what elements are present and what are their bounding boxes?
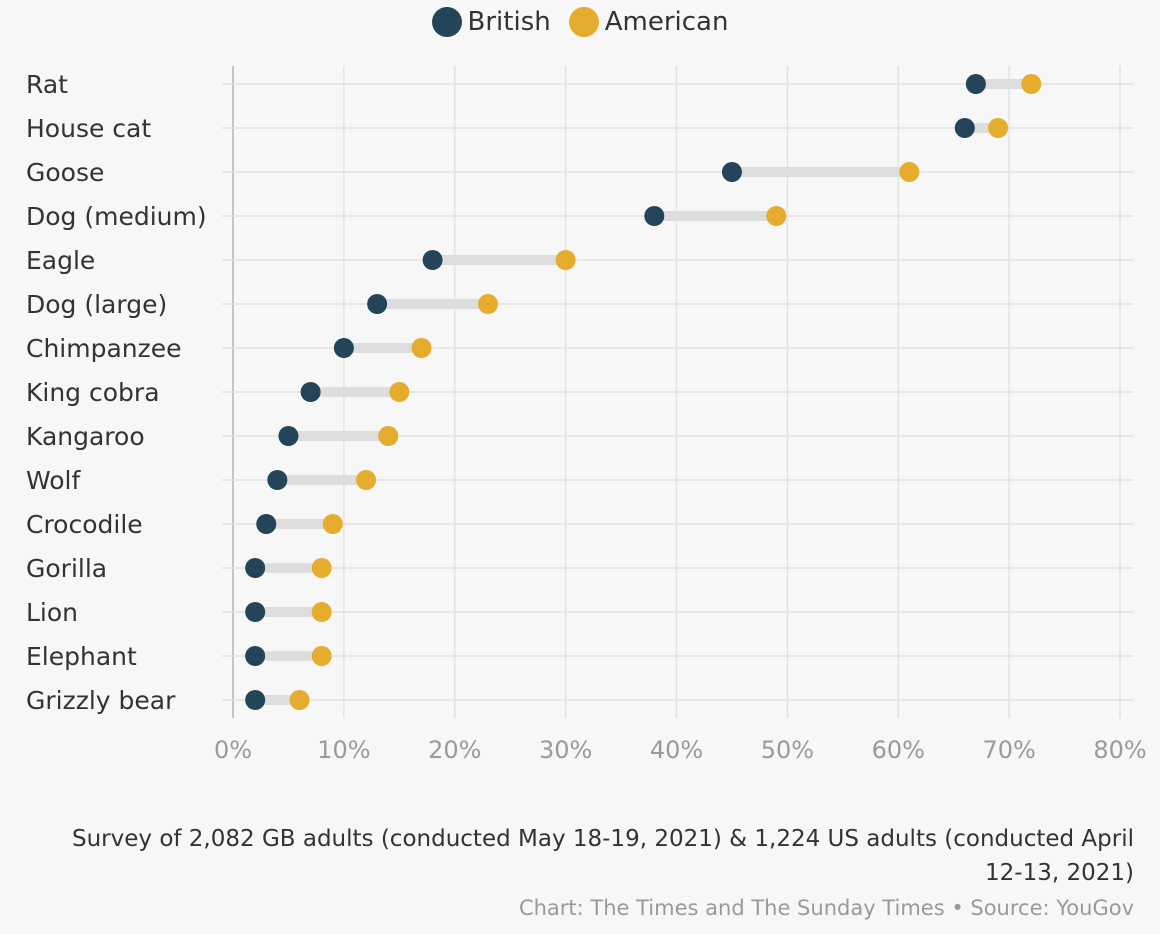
- point-british: [367, 294, 388, 314]
- x-tick-label: 50%: [761, 736, 814, 764]
- point-american: [356, 470, 377, 490]
- point-british: [245, 690, 266, 710]
- data-points: [245, 74, 1042, 710]
- point-british: [245, 646, 266, 666]
- chart-credit: Chart: The Times and The Sunday Times • …: [518, 896, 1134, 920]
- x-tick-label: 30%: [539, 736, 592, 764]
- category-label: Rat: [26, 70, 68, 99]
- survey-footnote: Survey of 2,082 GB adults (conducted May…: [72, 826, 1134, 886]
- point-british: [245, 602, 266, 622]
- x-tick-label: 80%: [1093, 736, 1146, 764]
- point-british: [245, 558, 266, 578]
- x-tick-label: 60%: [872, 736, 925, 764]
- point-american: [899, 162, 920, 182]
- category-label: Chimpanzee: [26, 334, 182, 363]
- category-label: Gorilla: [26, 554, 107, 583]
- category-label: Lion: [26, 598, 78, 627]
- category-label: King cobra: [26, 378, 160, 407]
- point-british: [644, 206, 665, 226]
- point-british: [278, 426, 299, 446]
- category-label: Eagle: [26, 246, 95, 275]
- category-label: Goose: [26, 158, 104, 187]
- point-british: [300, 382, 321, 402]
- x-axis-tick-labels: 0% 10% 20% 30% 40% 50% 60% 70% 80%: [214, 736, 1147, 764]
- category-label: Grizzly bear: [26, 686, 176, 715]
- category-label: Wolf: [26, 466, 81, 495]
- point-american: [311, 558, 332, 578]
- point-british: [256, 514, 277, 534]
- legend-label-british: British: [467, 7, 551, 37]
- x-tick-label: 40%: [650, 736, 703, 764]
- point-american: [289, 690, 310, 710]
- point-american: [555, 250, 576, 270]
- point-american: [322, 514, 343, 534]
- legend-item-american: American: [568, 7, 729, 37]
- point-american: [766, 206, 787, 226]
- point-american: [389, 382, 410, 402]
- point-british: [965, 74, 986, 94]
- point-british: [954, 118, 975, 138]
- category-label: Crocodile: [26, 510, 143, 539]
- point-american: [311, 602, 332, 622]
- point-american: [311, 646, 332, 666]
- category-label: Dog (medium): [26, 202, 207, 231]
- point-american: [478, 294, 499, 314]
- point-british: [721, 162, 742, 182]
- point-british: [422, 250, 443, 270]
- category-labels: Rat House cat Goose Dog (medium) Eagle Dog (l…: [26, 70, 207, 715]
- legend-swatch-british: [431, 7, 462, 37]
- category-label: House cat: [26, 114, 151, 143]
- dumbbell-chart: Rat House cat Goose Dog (medium) Eagle Dog (l…: [26, 66, 1147, 764]
- category-label: Elephant: [26, 642, 137, 671]
- legend-swatch-american: [568, 7, 599, 37]
- point-british: [267, 470, 288, 490]
- x-tick-label: 70%: [982, 736, 1035, 764]
- x-tick-label: 10%: [317, 736, 370, 764]
- legend-label-american: American: [604, 7, 729, 37]
- point-american: [1021, 74, 1042, 94]
- point-american: [411, 338, 432, 358]
- point-american: [988, 118, 1009, 138]
- category-label: Dog (large): [26, 290, 167, 319]
- chart-legend: British American: [0, 4, 1160, 40]
- x-tick-label: 0%: [214, 736, 252, 764]
- legend-item-british: British: [431, 7, 551, 37]
- point-british: [333, 338, 354, 358]
- category-label: Kangaroo: [26, 422, 145, 451]
- point-american: [378, 426, 399, 446]
- x-tick-label: 20%: [428, 736, 481, 764]
